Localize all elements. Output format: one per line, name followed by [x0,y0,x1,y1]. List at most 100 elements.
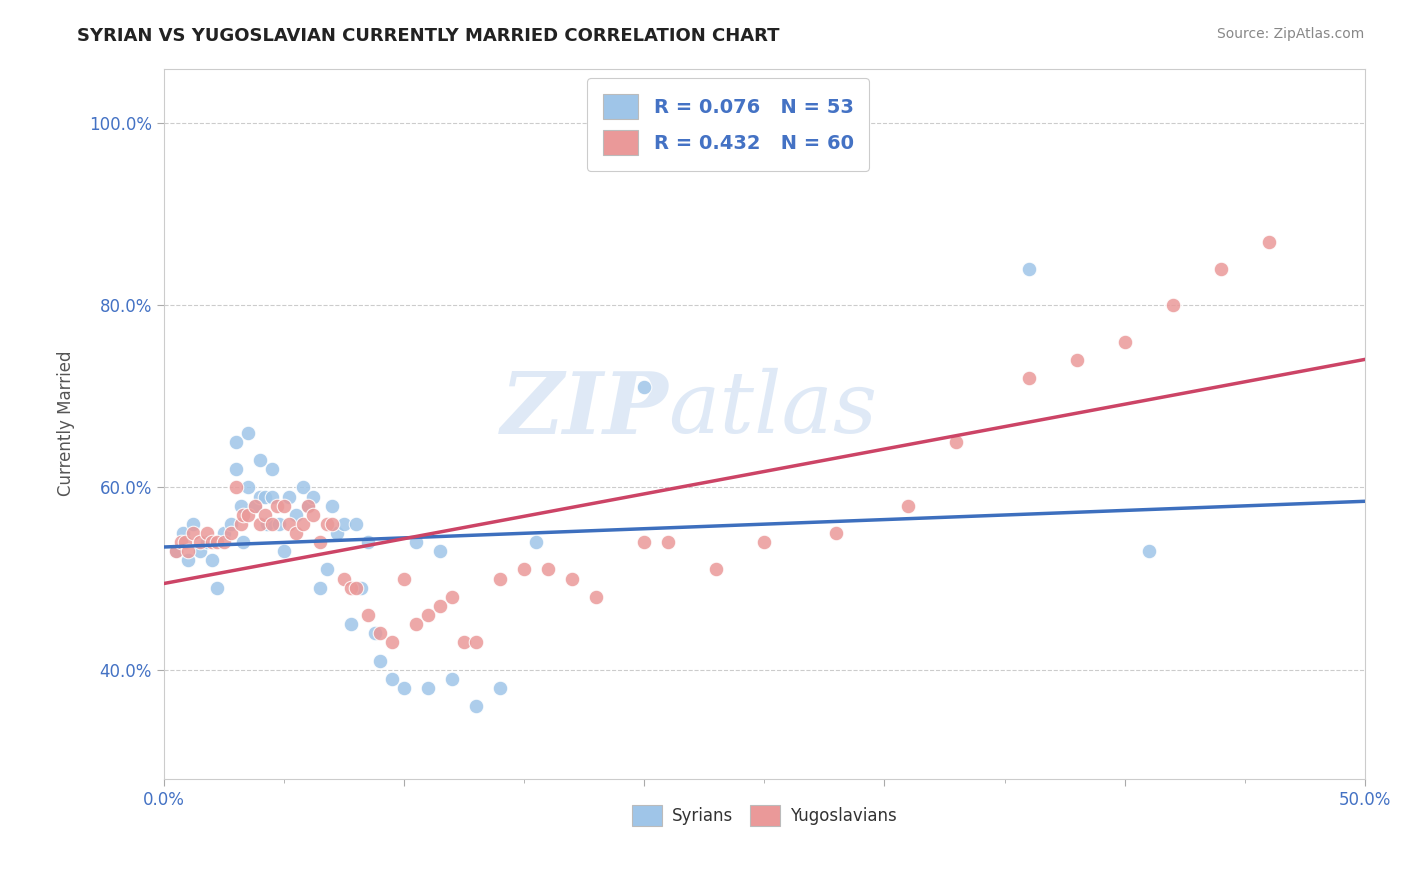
Point [297,499,319,513]
Point [212,535,235,549]
Point [340,617,363,632]
Point [1137,544,1160,558]
Point [225,480,247,494]
Point [285,508,308,522]
Point [368,653,391,667]
Point [357,607,380,622]
Point [657,535,679,549]
Point [350,581,373,595]
Point [219,526,242,541]
Point [229,499,252,513]
Point [326,526,349,541]
Point [277,490,299,504]
Point [368,626,391,640]
Point [316,562,339,576]
Point [1257,235,1279,249]
Point [236,508,259,522]
Point [181,526,204,541]
Point [381,635,404,649]
Point [344,516,367,531]
Point [392,572,415,586]
Point [292,480,315,494]
Point [561,572,583,586]
Point [285,526,308,541]
Point [243,499,266,513]
Point [277,516,299,531]
Point [292,516,315,531]
Point [236,425,259,440]
Point [172,526,194,541]
Point [177,553,200,567]
Point [188,544,211,558]
Point [260,516,283,531]
Point [357,535,380,549]
Point [225,462,247,476]
Point [316,516,339,531]
Point [585,590,607,604]
Point [205,535,228,549]
Point [465,635,488,649]
Point [301,490,323,504]
Point [273,544,295,558]
Point [344,581,367,595]
Point [232,535,254,549]
Point [364,626,387,640]
Point [165,544,187,558]
Point [177,544,200,558]
Point [416,681,439,695]
Text: SYRIAN VS YUGOSLAVIAN CURRENTLY MARRIED CORRELATION CHART: SYRIAN VS YUGOSLAVIAN CURRENTLY MARRIED … [77,27,780,45]
Point [181,516,204,531]
Point [441,672,464,686]
Point [232,508,254,522]
Point [229,516,252,531]
Point [273,499,295,513]
Point [1018,261,1040,276]
Point [225,434,247,449]
Point [195,526,218,541]
Point [243,499,266,513]
Point [249,453,271,467]
Point [340,581,363,595]
Point [1161,298,1184,312]
Point [301,508,323,522]
Point [170,535,193,549]
Point [405,617,427,632]
Point [219,516,242,531]
Point [333,516,356,531]
Point [429,599,451,613]
Point [392,681,415,695]
Point [212,526,235,541]
Point [1018,371,1040,385]
Point [236,480,259,494]
Point [633,535,655,549]
Point [195,535,218,549]
Point [269,516,291,531]
Point [253,490,276,504]
Point [524,535,547,549]
Point [513,562,536,576]
Text: ZIP: ZIP [501,368,668,451]
Point [188,535,211,549]
Point [174,535,197,549]
Point [489,572,512,586]
Text: Source: ZipAtlas.com: Source: ZipAtlas.com [1216,27,1364,41]
Point [441,590,464,604]
Legend: Syrians, Yugoslavians: Syrians, Yugoslavians [624,797,905,835]
Point [297,499,319,513]
Point [253,508,276,522]
Point [321,516,343,531]
Point [381,672,404,686]
Point [537,562,560,576]
Point [465,699,488,714]
Point [754,535,776,549]
Point [333,572,356,586]
Point [321,499,343,513]
Point [165,544,187,558]
Point [1066,353,1088,368]
Point [945,434,967,449]
Y-axis label: Currently Married: Currently Married [58,351,75,497]
Point [260,462,283,476]
Point [825,526,848,541]
Point [309,535,332,549]
Point [249,516,271,531]
